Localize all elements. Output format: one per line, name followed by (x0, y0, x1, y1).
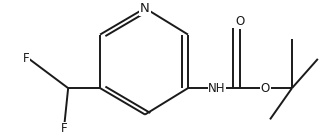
Text: F: F (22, 52, 29, 65)
Text: F: F (61, 122, 68, 135)
Text: O: O (260, 82, 269, 95)
Text: N: N (140, 2, 150, 15)
Text: NH: NH (208, 82, 226, 95)
Text: O: O (235, 15, 244, 28)
